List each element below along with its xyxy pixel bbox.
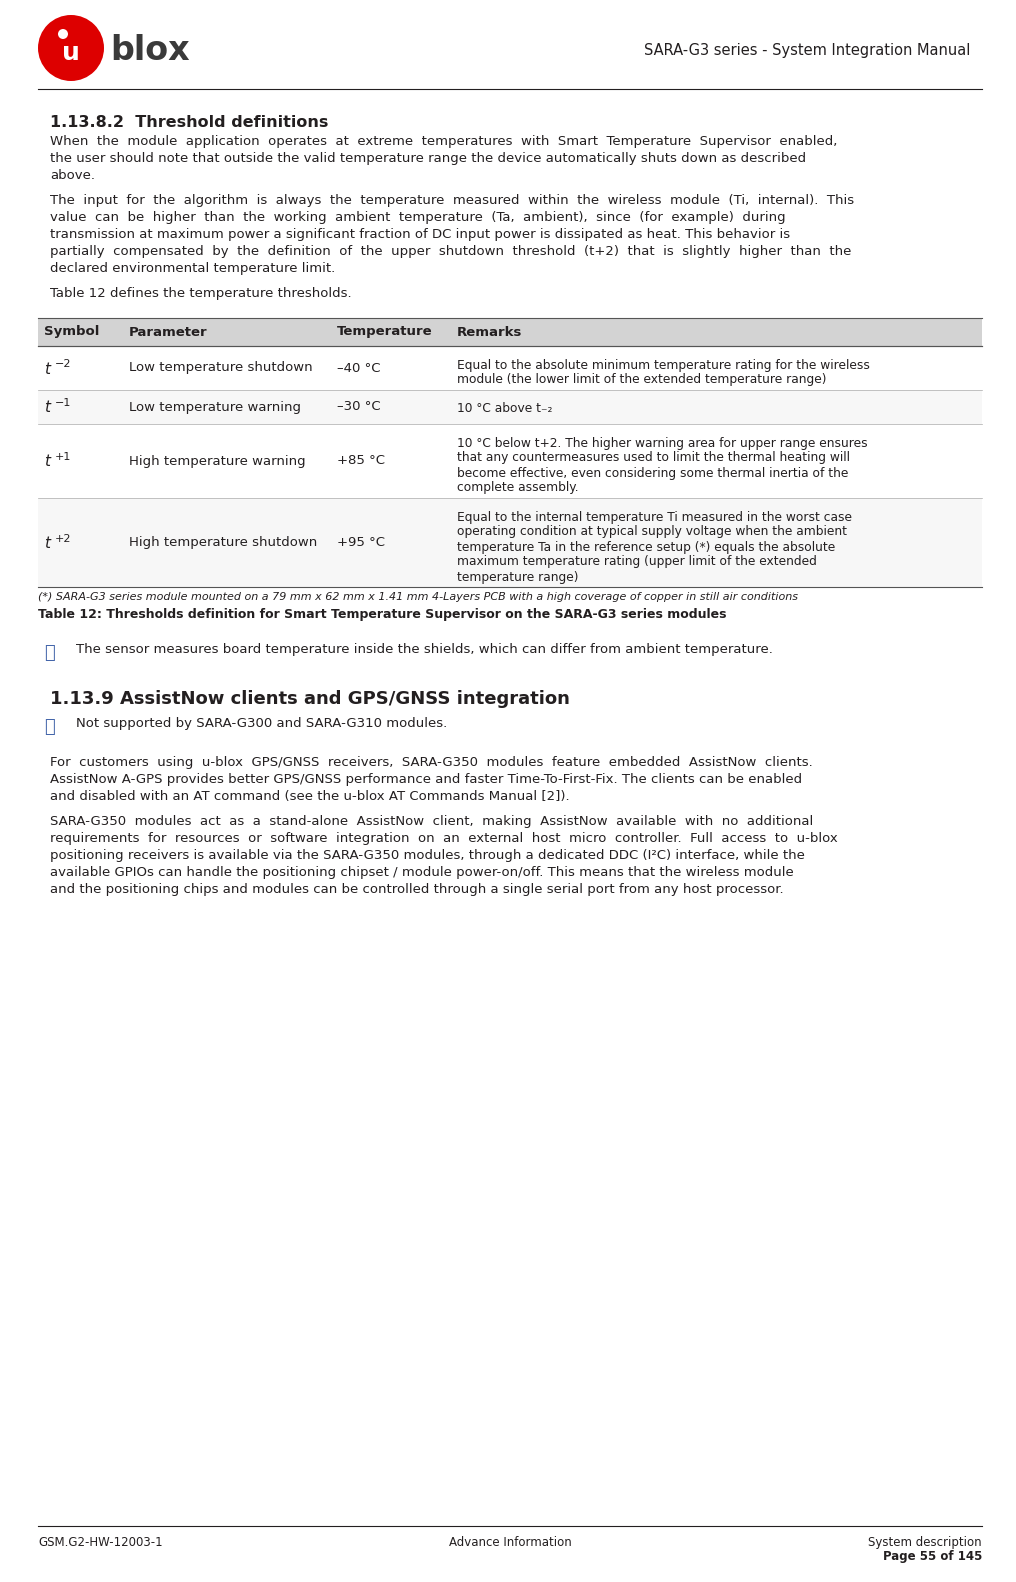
- Text: partially  compensated  by  the  definition  of  the  upper  shutdown  threshold: partially compensated by the definition …: [50, 245, 851, 258]
- Text: +2: +2: [55, 533, 71, 544]
- Text: available GPIOs can handle the positioning chipset / module power-on/off. This m: available GPIOs can handle the positioni…: [50, 865, 793, 880]
- Text: 10 °C below t+2. The higher warning area for upper range ensures: 10 °C below t+2. The higher warning area…: [457, 437, 868, 449]
- Text: Remarks: Remarks: [457, 326, 522, 339]
- Text: u: u: [62, 41, 80, 65]
- Text: the user should note that outside the valid temperature range the device automat: the user should note that outside the va…: [50, 152, 806, 165]
- Text: 1.13.9 AssistNow clients and GPS/GNSS integration: 1.13.9 AssistNow clients and GPS/GNSS in…: [50, 690, 570, 709]
- Bar: [38, 391, 982, 424]
- Text: Advance Information: Advance Information: [449, 1536, 571, 1549]
- Text: module (the lower limit of the extended temperature range): module (the lower limit of the extended …: [457, 373, 826, 386]
- Text: System description: System description: [869, 1536, 982, 1549]
- Text: High temperature shutdown: High temperature shutdown: [129, 536, 317, 549]
- Text: SARA-G350  modules  act  as  a  stand-alone  AssistNow  client,  making  AssistN: SARA-G350 modules act as a stand-alone A…: [50, 815, 813, 827]
- Text: and disabled with an AT command (see the u-blox AT Commands Manual [2]).: and disabled with an AT command (see the…: [50, 789, 570, 804]
- Text: –40 °C: –40 °C: [337, 362, 381, 375]
- Text: value  can  be  higher  than  the  working  ambient  temperature  (Ta,  ambient): value can be higher than the working amb…: [50, 210, 785, 225]
- Text: The sensor measures board temperature inside the shields, which can differ from : The sensor measures board temperature in…: [76, 642, 773, 657]
- Text: 👉: 👉: [44, 718, 55, 736]
- Text: Temperature: Temperature: [337, 326, 433, 339]
- Text: +95 °C: +95 °C: [337, 536, 385, 549]
- Bar: [38, 498, 982, 587]
- Text: For  customers  using  u-blox  GPS/GNSS  receivers,  SARA-G350  modules  feature: For customers using u-blox GPS/GNSS rece…: [50, 756, 813, 769]
- Text: Equal to the internal temperature Ti measured in the worst case: Equal to the internal temperature Ti mea…: [457, 511, 852, 524]
- Text: Symbol: Symbol: [44, 326, 100, 339]
- Circle shape: [58, 28, 68, 40]
- Text: that any countermeasures used to limit the thermal heating will: that any countermeasures used to limit t…: [457, 451, 850, 465]
- Bar: [38, 424, 982, 498]
- Text: 1.13.8.2  Threshold definitions: 1.13.8.2 Threshold definitions: [50, 115, 328, 130]
- Text: t: t: [44, 400, 50, 416]
- Bar: [38, 318, 982, 346]
- Text: +85 °C: +85 °C: [337, 454, 385, 468]
- Text: Page 55 of 145: Page 55 of 145: [883, 1550, 982, 1563]
- Text: AssistNow A-GPS provides better GPS/GNSS performance and faster Time-To-First-Fi: AssistNow A-GPS provides better GPS/GNSS…: [50, 774, 802, 786]
- Text: and the positioning chips and modules can be controlled through a single serial : and the positioning chips and modules ca…: [50, 883, 783, 895]
- Text: blox: blox: [110, 33, 190, 66]
- Text: maximum temperature rating (upper limit of the extended: maximum temperature rating (upper limit …: [457, 555, 817, 568]
- Text: t: t: [44, 454, 50, 470]
- Text: −1: −1: [55, 399, 71, 408]
- Text: Low temperature shutdown: Low temperature shutdown: [129, 362, 313, 375]
- Text: When  the  module  application  operates  at  extreme  temperatures  with  Smart: When the module application operates at …: [50, 134, 837, 149]
- Text: requirements  for  resources  or  software  integration  on  an  external  host : requirements for resources or software i…: [50, 832, 838, 845]
- Text: SARA-G3 series - System Integration Manual: SARA-G3 series - System Integration Manu…: [643, 43, 970, 57]
- Text: +1: +1: [55, 452, 71, 462]
- Text: −2: −2: [55, 359, 71, 369]
- Text: Table 12 defines the temperature thresholds.: Table 12 defines the temperature thresho…: [50, 286, 352, 301]
- Text: operating condition at typical supply voltage when the ambient: operating condition at typical supply vo…: [457, 525, 847, 538]
- Text: above.: above.: [50, 169, 96, 182]
- Text: GSM.G2-HW-12003-1: GSM.G2-HW-12003-1: [38, 1536, 163, 1549]
- Text: Table 12: Thresholds definition for Smart Temperature Supervisor on the SARA-G3 : Table 12: Thresholds definition for Smar…: [38, 607, 726, 622]
- Text: t: t: [44, 536, 50, 551]
- Text: temperature range): temperature range): [457, 571, 578, 584]
- Bar: [38, 346, 982, 391]
- Text: Low temperature warning: Low temperature warning: [129, 400, 301, 413]
- Text: Parameter: Parameter: [129, 326, 207, 339]
- Text: complete assembly.: complete assembly.: [457, 481, 579, 495]
- Text: –30 °C: –30 °C: [337, 400, 381, 413]
- Text: Not supported by SARA-G300 and SARA-G310 modules.: Not supported by SARA-G300 and SARA-G310…: [76, 717, 447, 729]
- Text: transmission at maximum power a significant fraction of DC input power is dissip: transmission at maximum power a signific…: [50, 228, 790, 240]
- Text: High temperature warning: High temperature warning: [129, 454, 306, 468]
- Text: positioning receivers is available via the SARA-G350 modules, through a dedicate: positioning receivers is available via t…: [50, 850, 805, 862]
- Text: declared environmental temperature limit.: declared environmental temperature limit…: [50, 263, 335, 275]
- Text: temperature Ta in the reference setup (*) equals the absolute: temperature Ta in the reference setup (*…: [457, 541, 835, 554]
- Text: 👉: 👉: [44, 644, 55, 661]
- Text: The  input  for  the  algorithm  is  always  the  temperature  measured  within : The input for the algorithm is always th…: [50, 195, 854, 207]
- Text: t: t: [44, 362, 50, 377]
- Text: 10 °C above t₋₂: 10 °C above t₋₂: [457, 402, 553, 416]
- Text: become effective, even considering some thermal inertia of the: become effective, even considering some …: [457, 467, 848, 479]
- Text: (*) SARA-G3 series module mounted on a 79 mm x 62 mm x 1.41 mm 4-Layers PCB with: (*) SARA-G3 series module mounted on a 7…: [38, 592, 798, 603]
- Text: Equal to the absolute minimum temperature rating for the wireless: Equal to the absolute minimum temperatur…: [457, 359, 870, 372]
- Circle shape: [38, 14, 104, 81]
